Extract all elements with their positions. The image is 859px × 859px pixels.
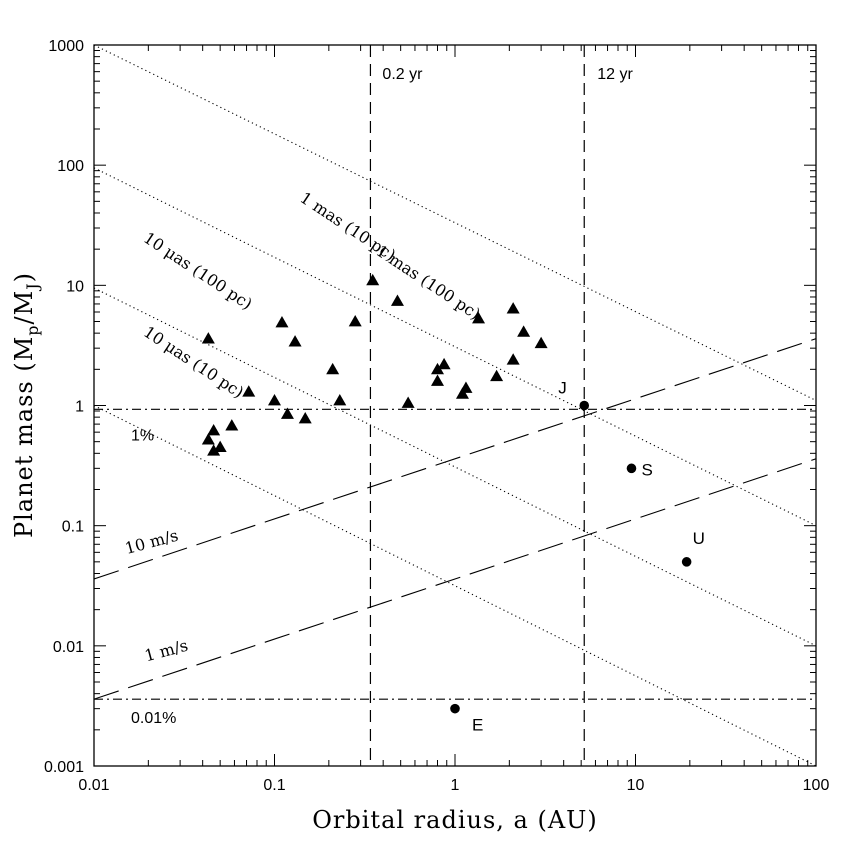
- label-1mas-10pc: 1 mas (10 pc): [297, 188, 400, 265]
- y-axis-title-sub-p: p: [23, 324, 42, 335]
- y-tick-label: 0.01: [53, 639, 84, 656]
- exoplanet-triangle-marker: [280, 407, 294, 419]
- label-1percent: 1%: [131, 427, 154, 444]
- plot-frame: [93, 44, 817, 767]
- exoplanet-triangle-marker: [431, 374, 445, 386]
- x-tick-label: 10: [627, 777, 645, 794]
- exoplanet-triangle-marker: [268, 394, 281, 406]
- astrometry-dotted-line: [94, 167, 816, 527]
- y-tick-label: 0.001: [44, 759, 84, 776]
- y-tick-label: 10: [66, 278, 84, 295]
- label-0.01percent: 0.01%: [131, 710, 176, 727]
- exoplanet-triangle-marker: [288, 335, 302, 347]
- y-axis-title-suffix: ): [10, 272, 38, 282]
- exoplanet-triangle-marker: [534, 336, 548, 349]
- y-tick-label: 1: [75, 399, 84, 416]
- y-axis-title: Planet mass (Mp/MJ): [10, 272, 42, 538]
- exoplanet-triangle-marker: [275, 316, 289, 328]
- exoplanet-triangle-marker: [506, 353, 520, 365]
- exoplanet-triangle-marker: [390, 294, 404, 306]
- y-tick-label: 0.1: [62, 519, 84, 536]
- label-0.2yr: 0.2 yr: [382, 66, 423, 83]
- exoplanet-triangle-marker: [298, 411, 312, 424]
- exoplanet-triangle-marker: [333, 394, 347, 406]
- solar-planet-label: J: [558, 379, 567, 398]
- solar-planet-marker: [626, 463, 637, 474]
- x-tick-label: 100: [803, 777, 830, 794]
- exoplanet-triangle-marker: [207, 423, 221, 436]
- exoplanet-triangle-marker: [201, 433, 215, 445]
- data-points-layer: [201, 273, 692, 714]
- label-10uas-10pc: 10 μas (10 pc): [140, 322, 247, 402]
- label-1ms: 1 m/s: [142, 636, 189, 666]
- x-axis-title: Orbital radius, a (AU): [312, 806, 598, 834]
- y-axis-title-sub-j: J: [23, 282, 42, 291]
- exoplanet-triangle-marker: [455, 387, 469, 399]
- solar-planet-marker: [681, 557, 692, 567]
- solar-planet-label: U: [693, 529, 705, 548]
- solar-planet-label: S: [641, 460, 652, 479]
- exoplanet-triangle-marker: [437, 357, 451, 370]
- exoplanet-triangle-marker: [431, 362, 445, 375]
- label-12yr: 12 yr: [597, 66, 633, 83]
- exoplanet-triangle-marker: [207, 444, 221, 456]
- x-tick-label: 1: [451, 777, 460, 794]
- astrometry-dotted-line: [94, 45, 816, 402]
- y-axis-title-prefix: Planet mass (M: [10, 336, 38, 538]
- solar-planet-marker: [579, 400, 590, 411]
- y-tick-label: 100: [57, 158, 84, 175]
- y-axis-title-slash: /M: [10, 290, 38, 325]
- exoplanet-triangle-marker: [401, 396, 415, 408]
- solar-planet-label: E: [472, 716, 483, 735]
- exoplanet-triangle-marker: [459, 381, 473, 393]
- exoplanet-triangle-marker: [490, 369, 504, 382]
- exoplanet-triangle-marker: [213, 440, 227, 453]
- exoplanet-triangle-marker: [225, 419, 239, 431]
- exoplanet-triangle-marker: [201, 332, 215, 344]
- reference-lines-layer: [94, 45, 816, 766]
- label-10uas-100pc: 10 μas (100 pc): [140, 228, 256, 313]
- exoplanet-triangle-marker: [506, 302, 520, 314]
- exoplanet-triangle-marker: [348, 315, 362, 327]
- solar-planet-marker: [450, 703, 460, 714]
- astrometry-dotted-line: [94, 287, 816, 647]
- velocity-dashed-line: [94, 458, 816, 700]
- exoplanet-triangle-marker: [517, 325, 531, 337]
- velocity-dashed-line: [94, 338, 816, 580]
- x-tick-label: 0.1: [263, 777, 285, 794]
- exoplanet-triangle-marker: [326, 362, 340, 375]
- exoplanet-triangle-marker: [366, 273, 380, 286]
- x-tick-label: 0.01: [78, 777, 109, 794]
- exoplanet-triangle-marker: [242, 385, 256, 397]
- exoplanet-triangle-marker: [472, 311, 486, 324]
- y-tick-label: 1000: [48, 38, 84, 55]
